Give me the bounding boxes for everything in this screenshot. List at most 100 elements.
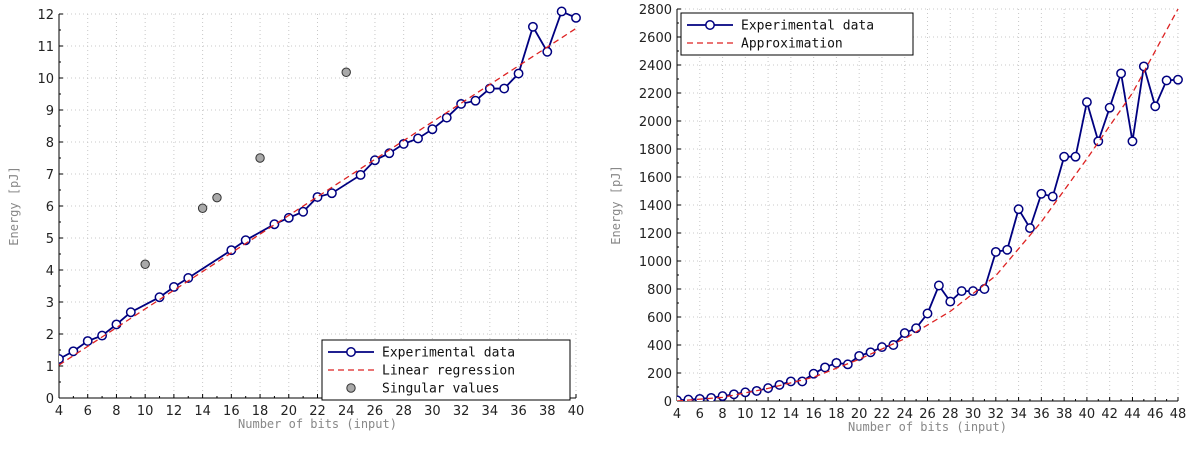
y-tick-label: 200 — [647, 367, 672, 382]
x-tick-label: 30 — [965, 407, 982, 422]
data-point — [571, 12, 581, 23]
x-tick-label: 34 — [1010, 407, 1027, 422]
x-tick-label: 22 — [874, 407, 891, 422]
chart-approximation: 4 6 8 10 12 14 16 18 20 22 24 26 28 30 32 34 36 38 40 42 44 4… — [600, 0, 1195, 450]
y-tick-label: 2600 — [639, 31, 672, 46]
y-tick-label: 7 — [46, 168, 54, 183]
series-line — [677, 8, 1179, 401]
y-tick-labels: 0 200 400 600 800 1000 1200 1400 1600 1800 2000 220… — [639, 3, 681, 410]
x-tick-label: 4 — [673, 407, 681, 422]
data-point — [140, 259, 150, 269]
grid-lines — [676, 8, 1179, 402]
data-point — [556, 6, 567, 17]
data-point — [877, 342, 887, 353]
x-axis-title: Number of bits (input) — [848, 420, 1007, 434]
data-point — [956, 286, 967, 297]
data-point — [888, 340, 899, 350]
data-point — [1013, 204, 1024, 215]
chart-right-svg: 4 6 8 10 12 14 16 18 20 22 24 26 28 30 32 34 36 38 40 42 44 4… — [609, 3, 1186, 434]
y-tick-label: 1200 — [639, 227, 672, 242]
y-tick-label: 2200 — [639, 87, 672, 102]
y-tick-label: 2400 — [639, 59, 672, 74]
legend: Experimental data Approximation — [680, 12, 914, 56]
data-point — [1047, 191, 1058, 202]
x-tick-label: 14 — [783, 407, 800, 422]
legend-swatch-marker — [705, 20, 715, 30]
x-tick-label: 48 — [1170, 407, 1187, 422]
data-point — [1036, 188, 1047, 199]
x-tick-label: 22 — [309, 404, 326, 419]
data-point — [1104, 102, 1115, 113]
y-tick-label: 9 — [46, 104, 54, 119]
x-tick-labels: 4 6 8 10 12 14 16 18 20 22 24 26 28 30 32 34 36 38 40 — [55, 394, 584, 419]
x-tick-label: 16 — [223, 404, 240, 419]
x-tick-label: 6 — [696, 407, 704, 422]
chart-left-svg: 4 6 8 10 12 14 16 18 20 22 24 26 28 30 32 34 36 38 4001234… — [7, 6, 584, 431]
x-tick-label: 12 — [166, 404, 183, 419]
data-point — [990, 246, 1001, 257]
y-tick-label: 4 — [46, 264, 54, 279]
x-tick-label: 26 — [367, 404, 384, 419]
x-tick-label: 46 — [1147, 407, 1164, 422]
y-tick-label: 1400 — [639, 199, 672, 214]
y-tick-label: 0 — [46, 392, 54, 407]
data-point — [1025, 223, 1035, 234]
data-point — [979, 284, 990, 294]
y-tick-label: 2000 — [639, 115, 672, 130]
legend-label: Experimental data — [741, 19, 874, 34]
x-tick-label: 10 — [137, 404, 154, 419]
data-point — [706, 392, 717, 401]
x-tick-label: 38 — [1056, 407, 1073, 422]
x-tick-label: 14 — [194, 404, 211, 419]
y-tick-label: 8 — [46, 136, 54, 151]
y-tick-label: 6 — [46, 200, 54, 215]
data-point — [785, 376, 796, 387]
x-tick-label: 10 — [737, 407, 754, 422]
y-axis-title: Energy [pJ] — [7, 166, 21, 245]
data-point — [341, 67, 351, 77]
legend-label: Singular values — [382, 382, 499, 397]
data-point — [326, 188, 337, 199]
x-tick-label: 18 — [828, 407, 845, 422]
data-point — [542, 46, 553, 57]
data-point — [212, 192, 222, 203]
data-point — [945, 296, 956, 307]
legend-label: Approximation — [741, 37, 843, 52]
data-point — [255, 153, 265, 163]
data-point — [125, 307, 136, 318]
data-point — [82, 336, 93, 346]
x-axis-title: Number of bits (input) — [238, 417, 397, 431]
x-tick-labels: 4 6 8 10 12 14 16 18 20 22 24 26 28 30 32 34 36 38 40 42 44 4… — [673, 397, 1186, 422]
data-point — [1127, 136, 1138, 147]
data-point — [197, 203, 208, 213]
x-tick-label: 16 — [805, 407, 822, 422]
legend-box — [680, 12, 914, 56]
series-experimental-data — [59, 6, 581, 364]
y-tick-label: 1000 — [639, 255, 672, 270]
x-tick-label: 42 — [1101, 407, 1118, 422]
data-point — [717, 391, 728, 401]
data-point — [369, 155, 380, 166]
x-tick-label: 20 — [851, 407, 868, 422]
x-tick-label: 8 — [112, 404, 120, 419]
data-point — [111, 319, 122, 330]
data-point — [774, 379, 785, 390]
y-tick-label: 1 — [46, 360, 54, 375]
x-tick-label: 24 — [896, 407, 913, 422]
data-point — [1002, 244, 1013, 255]
data-point — [527, 21, 538, 32]
data-point — [854, 350, 865, 361]
data-point — [797, 376, 808, 387]
y-tick-label: 1600 — [639, 171, 672, 186]
data-point — [831, 357, 842, 368]
y-tick-label: 0 — [664, 395, 672, 410]
data-point — [968, 286, 978, 297]
data-point — [441, 112, 452, 123]
data-point — [922, 308, 933, 319]
y-tick-label: 800 — [647, 283, 672, 298]
data-point — [283, 212, 294, 223]
data-point — [470, 95, 481, 106]
x-tick-label: 4 — [55, 404, 63, 419]
x-tick-label: 8 — [718, 407, 726, 422]
data-point — [298, 206, 309, 217]
